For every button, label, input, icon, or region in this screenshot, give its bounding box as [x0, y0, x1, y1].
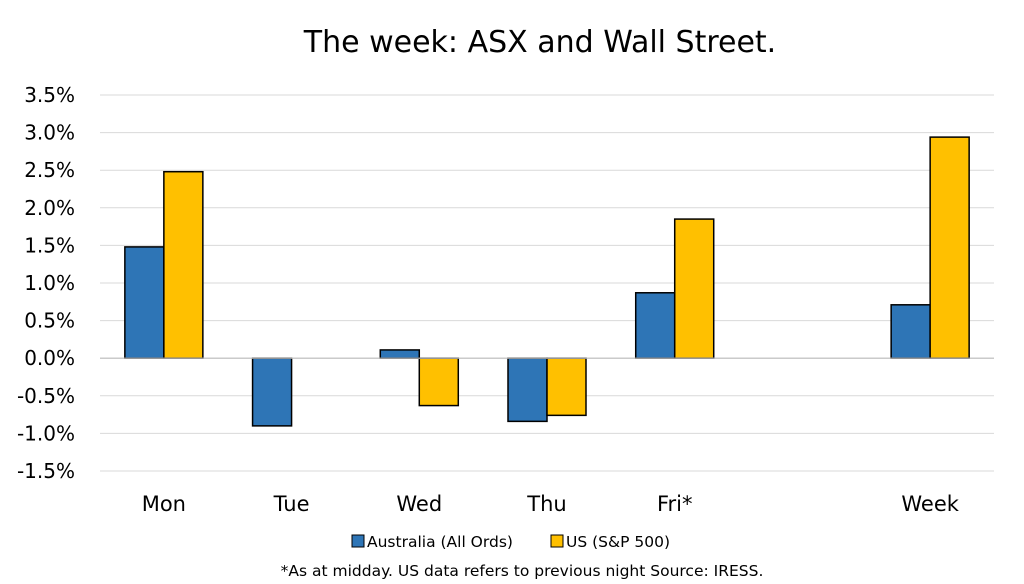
x-category-label: Tue: [273, 492, 310, 516]
y-tick-label: 1.0%: [24, 271, 75, 295]
legend: Australia (All Ords) US (S&P 500): [351, 533, 670, 551]
y-tick-label: 2.5%: [24, 158, 75, 182]
y-tick-label: 1.5%: [24, 233, 75, 257]
legend-swatch-australia: [351, 534, 365, 548]
y-tick-label: 2.0%: [24, 196, 75, 220]
bar-us-3: [546, 357, 587, 417]
footnote: *As at midday. US data refers to previou…: [281, 562, 764, 580]
legend-label-us: US (S&P 500): [566, 533, 670, 551]
x-category-label: Wed: [396, 492, 442, 516]
bar-us-6: [929, 136, 970, 359]
bar-australia-1: [251, 357, 293, 427]
y-tick-label: 0.5%: [24, 309, 75, 333]
chart-title: The week: ASX and Wall Street.: [303, 25, 776, 60]
x-category-label: Fri*: [657, 492, 693, 516]
bars: [100, 136, 994, 427]
x-category-label: Week: [901, 492, 959, 516]
y-axis-tick-labels: 3.5% 3.0% 2.5% 2.0% 1.5% 1.0% 0.5% 0.0% -0.5% -1.…: [17, 83, 75, 483]
bar-australia-0: [124, 246, 165, 359]
bar-us-4: [673, 218, 715, 359]
y-tick-label: 0.0%: [24, 346, 75, 370]
legend-label-australia: Australia (All Ords): [367, 533, 513, 551]
bar-australia-3: [507, 357, 548, 423]
x-axis-category-labels: Mon Tue Wed Thu Fri* Week: [142, 492, 960, 516]
bar-australia-6: [890, 304, 931, 359]
y-tick-label: -1.5%: [17, 459, 75, 483]
y-tick-label: -1.0%: [17, 421, 75, 445]
y-tick-label: 3.5%: [24, 83, 75, 107]
bar-us-2: [418, 357, 460, 407]
x-category-label: Mon: [142, 492, 186, 516]
y-tick-label: -0.5%: [17, 384, 75, 408]
x-category-label: Thu: [526, 492, 566, 516]
y-tick-label: 3.0%: [24, 121, 75, 145]
bar-us-0: [163, 170, 204, 359]
bar-australia-2: [379, 349, 421, 359]
bar-australia-4: [634, 292, 676, 359]
legend-swatch-us: [550, 534, 564, 548]
